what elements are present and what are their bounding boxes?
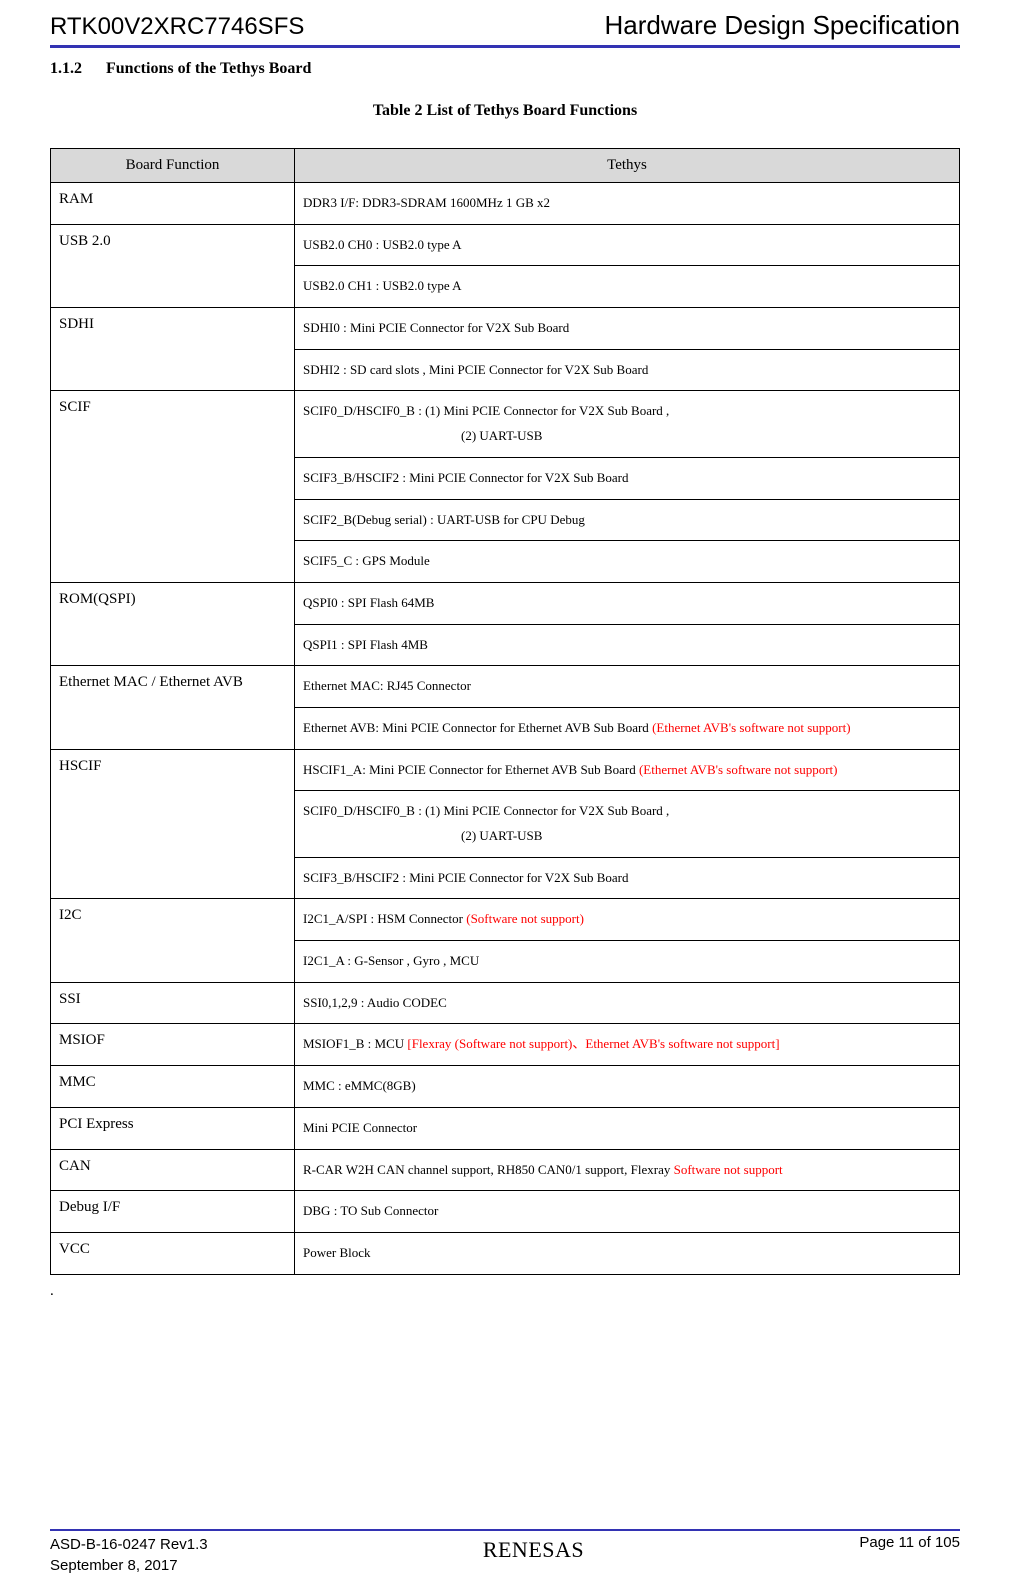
table-row: SDHI SDHI0 : Mini PCIE Connector for V2X… [51,308,960,350]
col-header-tethys: Tethys [295,149,960,183]
table-row: MSIOF MSIOF1_B : MCU [Flexray (Software … [51,1024,960,1066]
table-row: PCI Express Mini PCIE Connector [51,1107,960,1149]
row-label: VCC [51,1232,295,1274]
row-value: QSPI0 : SPI Flash 64MB [295,582,960,624]
footer-right: Page 11 of 105 [859,1534,960,1551]
note-red: [Flexray (Software not support)、Ethernet… [407,1036,779,1051]
row-label: Ethernet MAC / Ethernet AVB [51,666,295,749]
footer-left: ASD-B-16-0247 Rev1.3 September 8, 2017 [50,1534,208,1576]
row-value: HSCIF1_A: Mini PCIE Connector for Ethern… [295,749,960,791]
row-label: CAN [51,1149,295,1191]
section-heading: 1.1.2 Functions of the Tethys Board [50,60,960,78]
text: (2) UART-USB [303,428,542,443]
row-label: SSI [51,982,295,1024]
text: SCIF0_D/HSCIF0_B : (1) Mini PCIE Connect… [303,403,669,418]
row-label: MMC [51,1066,295,1108]
table-row: MMC MMC : eMMC(8GB) [51,1066,960,1108]
row-value: MMC : eMMC(8GB) [295,1066,960,1108]
text: Ethernet AVB: Mini PCIE Connector for Et… [303,720,652,735]
header-rule [50,45,960,48]
text: R-CAR W2H CAN channel support, RH850 CAN… [303,1162,674,1177]
row-label: SCIF [51,391,295,582]
table-row: ROM(QSPI) QSPI0 : SPI Flash 64MB [51,582,960,624]
page-footer: ASD-B-16-0247 Rev1.3 September 8, 2017 R… [50,1529,960,1576]
trailing-period: . [50,1283,960,1300]
row-label: Debug I/F [51,1191,295,1233]
col-header-board-function: Board Function [51,149,295,183]
table-row: USB 2.0 USB2.0 CH0 : USB2.0 type A [51,224,960,266]
row-value: Ethernet MAC: RJ45 Connector [295,666,960,708]
row-value: I2C1_A/SPI : HSM Connector (Software not… [295,899,960,941]
row-value: MSIOF1_B : MCU [Flexray (Software not su… [295,1024,960,1066]
row-value: Ethernet AVB: Mini PCIE Connector for Et… [295,707,960,749]
row-value: QSPI1 : SPI Flash 4MB [295,624,960,666]
functions-table: Board Function Tethys RAM DDR3 I/F: DDR3… [50,148,960,1275]
section-number: 1.1.2 [50,60,102,78]
row-label: PCI Express [51,1107,295,1149]
table-row: HSCIF HSCIF1_A: Mini PCIE Connector for … [51,749,960,791]
row-value: SCIF2_B(Debug serial) : UART-USB for CPU… [295,499,960,541]
row-value: SCIF3_B/HSCIF2 : Mini PCIE Connector for… [295,857,960,899]
table-row: Ethernet MAC / Ethernet AVB Ethernet MAC… [51,666,960,708]
row-label: ROM(QSPI) [51,582,295,665]
page-number: Page 11 of 105 [859,1534,960,1551]
note-red: (Software not support) [466,911,584,926]
row-label: I2C [51,899,295,982]
row-value: SCIF5_C : GPS Module [295,541,960,583]
table-row: RAM DDR3 I/F: DDR3-SDRAM 1600MHz 1 GB x2 [51,183,960,225]
row-value: SDHI0 : Mini PCIE Connector for V2X Sub … [295,308,960,350]
doc-ref: ASD-B-16-0247 Rev1.3 [50,1534,208,1555]
table-row: SSI SSI0,1,2,9 : Audio CODEC [51,982,960,1024]
doc-id: RTK00V2XRC7746SFS [50,13,304,41]
text: SCIF0_D/HSCIF0_B : (1) Mini PCIE Connect… [303,803,669,818]
row-value: USB2.0 CH1 : USB2.0 type A [295,266,960,308]
row-value: SCIF0_D/HSCIF0_B : (1) Mini PCIE Connect… [295,791,960,857]
text: HSCIF1_A: Mini PCIE Connector for Ethern… [303,762,639,777]
table-row: SCIF SCIF0_D/HSCIF0_B : (1) Mini PCIE Co… [51,391,960,457]
note-red: Software not support [674,1162,783,1177]
text: I2C1_A/SPI : HSM Connector [303,911,466,926]
row-value: SCIF0_D/HSCIF0_B : (1) Mini PCIE Connect… [295,391,960,457]
note-red: (Ethernet AVB's software not support) [652,720,851,735]
page-header: RTK00V2XRC7746SFS Hardware Design Specif… [50,0,960,45]
row-label: RAM [51,183,295,225]
doc-title: Hardware Design Specification [604,10,960,41]
row-value: DDR3 I/F: DDR3-SDRAM 1600MHz 1 GB x2 [295,183,960,225]
text: MSIOF1_B : MCU [303,1036,407,1051]
row-value: SSI0,1,2,9 : Audio CODEC [295,982,960,1024]
table-header-row: Board Function Tethys [51,149,960,183]
note-red: (Ethernet AVB's software not support) [639,762,838,777]
row-value: USB2.0 CH0 : USB2.0 type A [295,224,960,266]
row-label: MSIOF [51,1024,295,1066]
doc-date: September 8, 2017 [50,1555,208,1576]
row-value: Power Block [295,1232,960,1274]
row-value: DBG : TO Sub Connector [295,1191,960,1233]
table-row: VCC Power Block [51,1232,960,1274]
footer-logo: RENESAS [208,1534,860,1563]
row-label: HSCIF [51,749,295,899]
row-value: SCIF3_B/HSCIF2 : Mini PCIE Connector for… [295,457,960,499]
row-value: SDHI2 : SD card slots , Mini PCIE Connec… [295,349,960,391]
row-value: Mini PCIE Connector [295,1107,960,1149]
row-value: I2C1_A : G-Sensor , Gyro , MCU [295,941,960,983]
table-row: I2C I2C1_A/SPI : HSM Connector (Software… [51,899,960,941]
table-caption: Table 2 List of Tethys Board Functions [50,102,960,120]
footer-rule [50,1529,960,1531]
row-label: USB 2.0 [51,224,295,307]
text: (2) UART-USB [303,828,542,843]
logo-text: RENESAS [483,1537,584,1562]
section-title: Functions of the Tethys Board [106,60,311,77]
row-label: SDHI [51,308,295,391]
table-row: Debug I/F DBG : TO Sub Connector [51,1191,960,1233]
row-value: R-CAR W2H CAN channel support, RH850 CAN… [295,1149,960,1191]
table-row: CAN R-CAR W2H CAN channel support, RH850… [51,1149,960,1191]
